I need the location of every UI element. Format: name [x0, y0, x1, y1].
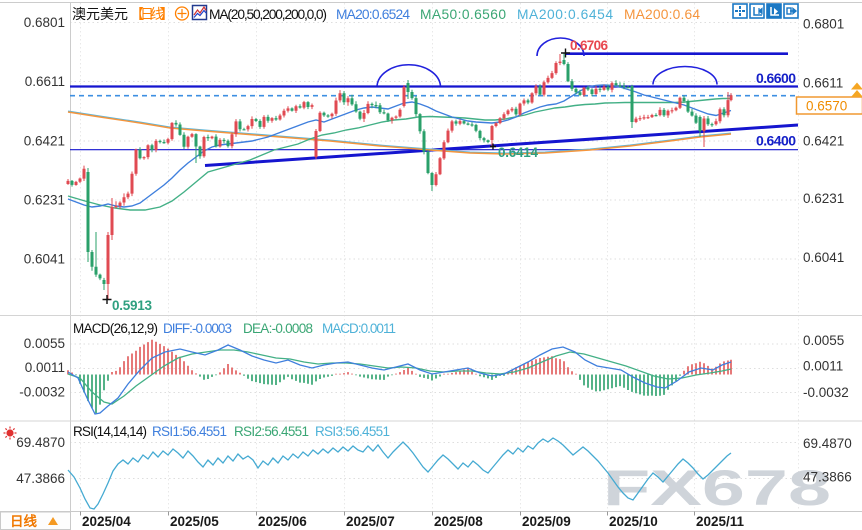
svg-text:0.6231: 0.6231	[24, 193, 65, 208]
svg-text:47.3866: 47.3866	[803, 470, 852, 485]
svg-text:0.0055: 0.0055	[24, 336, 65, 351]
svg-text:0.0011: 0.0011	[25, 360, 65, 375]
svg-text:0.6421: 0.6421	[24, 134, 65, 149]
svg-text:2025/07: 2025/07	[346, 514, 395, 529]
svg-text:MA200:0.6454: MA200:0.6454	[517, 7, 613, 22]
svg-text:MA20:0.6524: MA20:0.6524	[336, 7, 410, 22]
svg-text:0.5913: 0.5913	[112, 298, 152, 313]
svg-text:MACD:0.0011: MACD:0.0011	[322, 321, 396, 336]
svg-text:2025/04: 2025/04	[82, 514, 131, 529]
svg-text:RSI2:56.4551: RSI2:56.4551	[234, 424, 309, 439]
svg-text:MA50:0.6560: MA50:0.6560	[420, 7, 506, 22]
svg-text:0.6801: 0.6801	[24, 15, 65, 30]
svg-text:69.4870: 69.4870	[16, 435, 65, 450]
svg-text:日线: 日线	[10, 513, 37, 529]
svg-text:0.6611: 0.6611	[25, 74, 65, 89]
svg-text:0.6611: 0.6611	[803, 76, 843, 91]
svg-text:0.6421: 0.6421	[803, 134, 844, 149]
svg-text:0.6570: 0.6570	[806, 99, 847, 114]
svg-text:DIFF:-0.0003: DIFF:-0.0003	[163, 321, 232, 336]
svg-text:FX678: FX678	[603, 460, 831, 516]
svg-text:0.6400: 0.6400	[756, 133, 796, 149]
svg-text:0.6414: 0.6414	[498, 145, 538, 160]
svg-text:0.6801: 0.6801	[803, 17, 844, 32]
svg-text:RSI(14,14,14): RSI(14,14,14)	[73, 424, 147, 439]
svg-text:RSI1:56.4551: RSI1:56.4551	[152, 424, 227, 439]
svg-text:-0.0032: -0.0032	[19, 385, 65, 400]
svg-text:2025/08: 2025/08	[434, 514, 483, 529]
svg-text:MACD(26,12,9): MACD(26,12,9)	[73, 321, 158, 336]
svg-text:47.3866: 47.3866	[16, 471, 65, 486]
svg-text:2025/05: 2025/05	[170, 514, 219, 529]
svg-text:【日线】: 【日线】	[130, 6, 174, 22]
svg-text:0.6600: 0.6600	[756, 70, 796, 86]
svg-text:2025/11: 2025/11	[696, 514, 745, 529]
svg-text:澳元美元: 澳元美元	[72, 6, 128, 22]
svg-text:2025/10: 2025/10	[609, 514, 658, 529]
svg-text:DEA:-0.0008: DEA:-0.0008	[243, 321, 313, 336]
svg-text:0.6041: 0.6041	[24, 252, 65, 267]
svg-text:0.0055: 0.0055	[803, 333, 844, 348]
svg-text:0.6231: 0.6231	[803, 191, 844, 206]
svg-text:2025/06: 2025/06	[258, 514, 307, 529]
svg-text:0.6706: 0.6706	[570, 38, 608, 53]
svg-text:-0.0032: -0.0032	[803, 385, 849, 400]
svg-text:MA200:0.64: MA200:0.64	[624, 7, 700, 22]
svg-text:2025/09: 2025/09	[522, 514, 571, 529]
svg-text:MA(20,50,200,200,0,0): MA(20,50,200,200,0,0)	[209, 7, 327, 22]
svg-text:0.6041: 0.6041	[803, 250, 844, 265]
svg-text:RSI3:56.4551: RSI3:56.4551	[315, 424, 390, 439]
svg-text:69.4870: 69.4870	[803, 436, 852, 451]
svg-text:0.0011: 0.0011	[803, 359, 843, 374]
